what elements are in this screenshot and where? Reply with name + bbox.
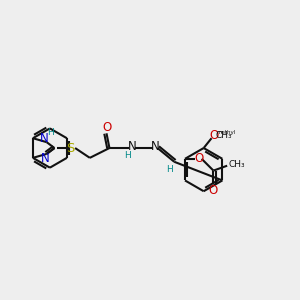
Text: H: H xyxy=(124,152,130,160)
Text: N: N xyxy=(151,140,160,153)
Text: CH₃: CH₃ xyxy=(216,131,232,140)
Text: methyl: methyl xyxy=(217,130,236,135)
Text: O: O xyxy=(209,184,218,197)
Text: N: N xyxy=(41,152,50,165)
Text: O: O xyxy=(210,129,219,142)
Text: N: N xyxy=(128,140,136,153)
Text: N: N xyxy=(40,132,49,145)
Text: H: H xyxy=(166,165,173,174)
Text: H: H xyxy=(47,128,54,137)
Text: S: S xyxy=(66,142,74,154)
Text: CH₃: CH₃ xyxy=(229,160,245,169)
Text: O: O xyxy=(102,121,111,134)
Text: O: O xyxy=(194,152,203,165)
